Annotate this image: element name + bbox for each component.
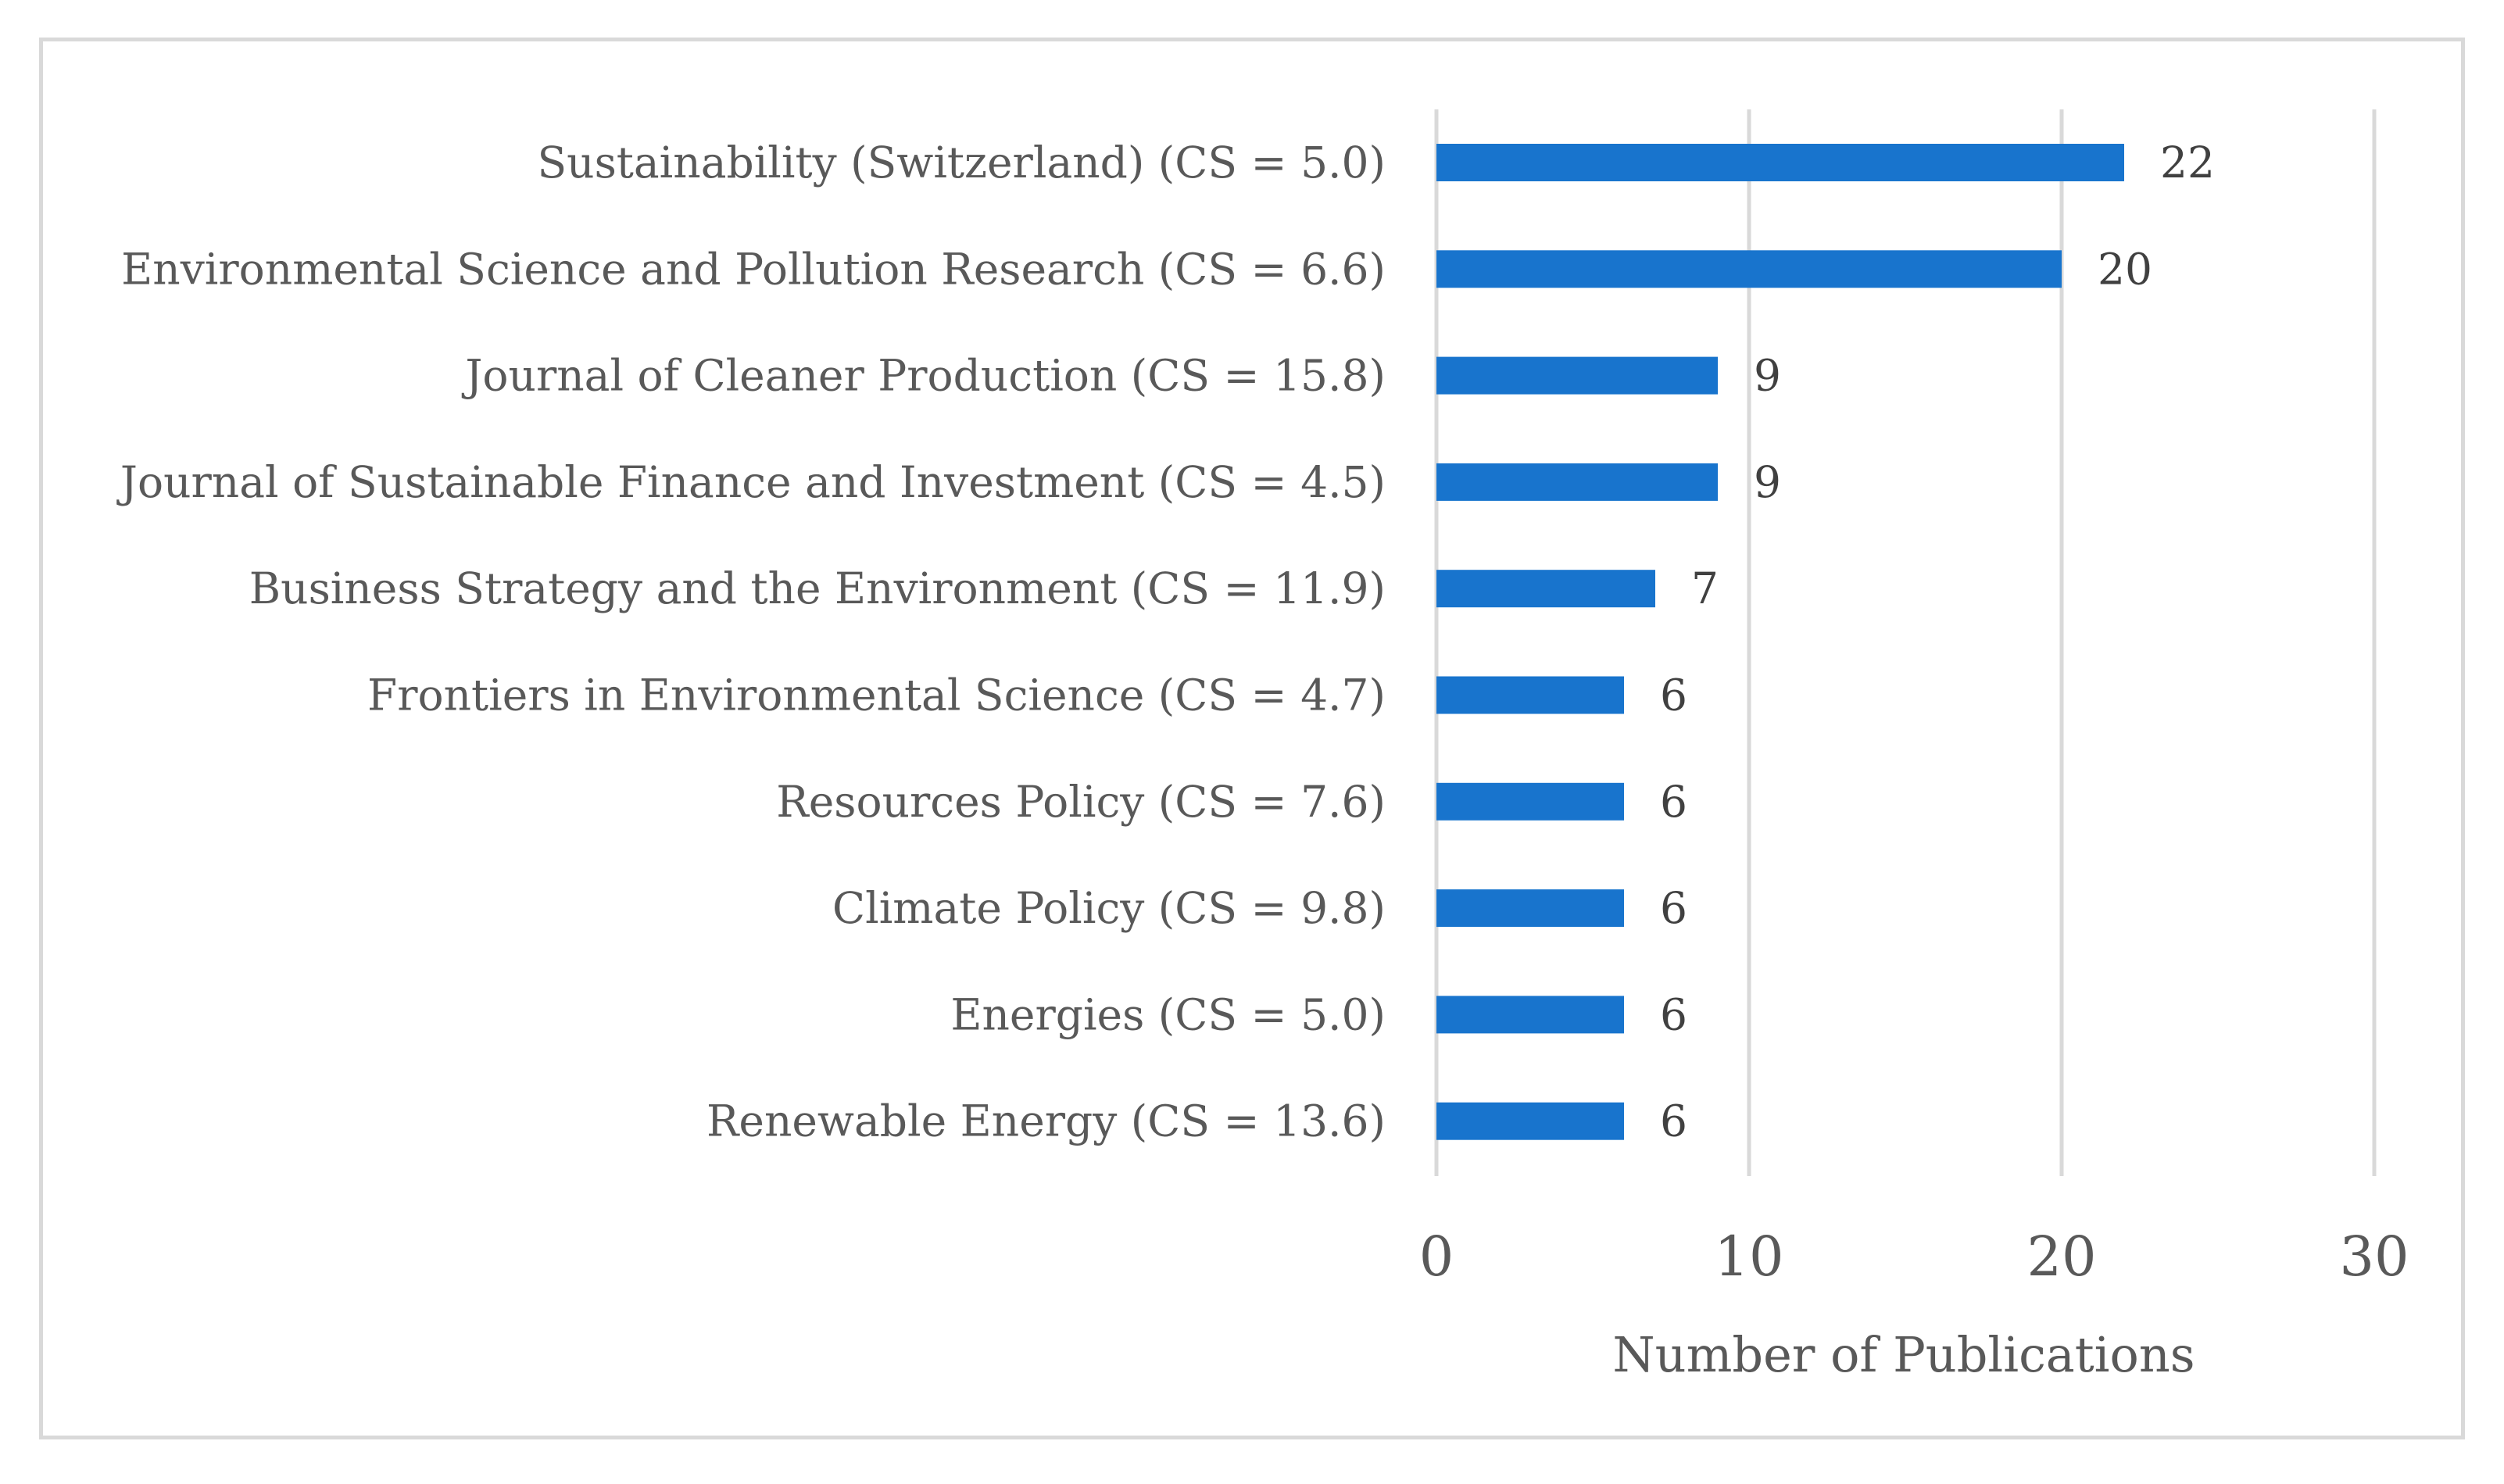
bar (1436, 676, 1624, 714)
category-label: Energies (CS = 5.0) (950, 989, 1386, 1039)
category-label: Journal of Cleaner Production (CS = 15.8… (461, 351, 1386, 401)
data-label: 6 (1660, 1096, 1687, 1146)
data-label: 7 (1691, 563, 1719, 613)
bar (1436, 1102, 1624, 1140)
category-label: Resources Policy (CS = 7.6) (776, 777, 1386, 827)
data-label: 6 (1660, 989, 1687, 1039)
data-label: 6 (1660, 670, 1687, 721)
data-label: 9 (1754, 457, 1781, 507)
category-label: Business Strategy and the Environment (C… (249, 563, 1386, 613)
x-tick-label: 10 (1714, 1225, 1783, 1289)
data-label: 9 (1754, 351, 1781, 401)
bar (1436, 463, 1718, 501)
category-label: Journal of Sustainable Finance and Inves… (116, 457, 1386, 507)
x-axis-title: Number of Publications (1612, 1326, 2195, 1383)
bar (1436, 996, 1624, 1034)
x-axis-ticks: 0 10 20 30 (1419, 1225, 2409, 1289)
x-tick-label: 0 (1419, 1225, 1454, 1289)
category-label: Environmental Science and Pollution Rese… (121, 244, 1386, 294)
bar (1436, 250, 2062, 288)
data-label: 22 (2160, 138, 2215, 188)
category-labels: Sustainability (Switzerland) (CS = 5.0) E… (116, 138, 1386, 1146)
x-tick-label: 30 (2339, 1225, 2409, 1289)
category-label: Frontiers in Environmental Science (CS =… (367, 670, 1386, 721)
data-label: 6 (1660, 777, 1687, 827)
data-labels: 22 20 9 9 7 6 6 6 6 6 (1660, 138, 2215, 1146)
category-label: Sustainability (Switzerland) (CS = 5.0) (537, 138, 1386, 188)
data-label: 20 (2098, 244, 2152, 294)
bar (1436, 144, 2124, 181)
data-label: 6 (1660, 883, 1687, 933)
category-label: Renewable Energy (CS = 13.6) (706, 1096, 1386, 1146)
bar (1436, 356, 1718, 395)
category-label: Climate Policy (CS = 9.8) (832, 883, 1386, 933)
bar (1436, 782, 1624, 821)
bar (1436, 570, 1655, 608)
bars (1436, 144, 2124, 1140)
bar (1436, 889, 1624, 928)
x-tick-label: 20 (2026, 1225, 2096, 1289)
